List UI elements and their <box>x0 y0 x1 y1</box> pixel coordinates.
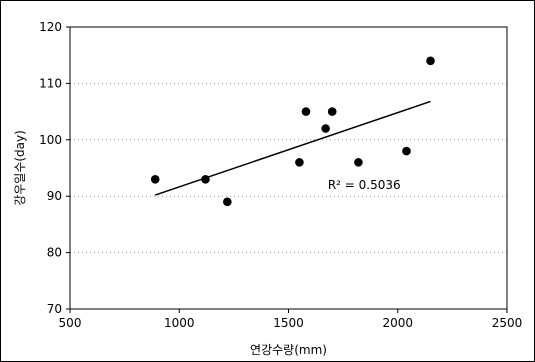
y-tick-label: 70 <box>47 302 62 316</box>
gridlines <box>70 82 507 254</box>
y-tick-label: 120 <box>39 20 62 34</box>
data-point <box>402 146 411 156</box>
y-axis-label: 강우일수(day) <box>13 130 27 206</box>
x-axis-label: 연강수량(mm) <box>250 343 327 357</box>
x-tick-label: 1500 <box>273 316 304 330</box>
data-point <box>321 124 330 133</box>
data-point <box>223 197 232 207</box>
x-axis-ticks: 500 1000 1500 2000 2500 <box>59 309 523 330</box>
data-point <box>327 107 337 116</box>
data-points <box>150 56 435 207</box>
y-tick-label: 90 <box>47 189 62 203</box>
x-tick-label: 2500 <box>492 316 523 330</box>
x-tick-label: 1000 <box>164 316 195 330</box>
y-axis-ticks: 70 80 90 100 110 120 <box>39 20 70 316</box>
plot-area <box>69 26 508 310</box>
r-squared-annotation: R² = 0.5036 <box>328 178 401 192</box>
x-tick-label: 500 <box>59 316 82 330</box>
data-point <box>150 174 160 184</box>
data-point <box>354 158 363 167</box>
data-point <box>301 107 311 116</box>
y-tick-label: 110 <box>39 76 62 90</box>
data-point <box>295 158 304 167</box>
x-tick-label: 2000 <box>382 316 413 330</box>
data-point <box>201 174 210 184</box>
y-tick-label: 100 <box>39 133 62 147</box>
data-point <box>426 56 435 66</box>
y-tick-label: 80 <box>47 246 62 260</box>
trendline <box>154 100 431 196</box>
